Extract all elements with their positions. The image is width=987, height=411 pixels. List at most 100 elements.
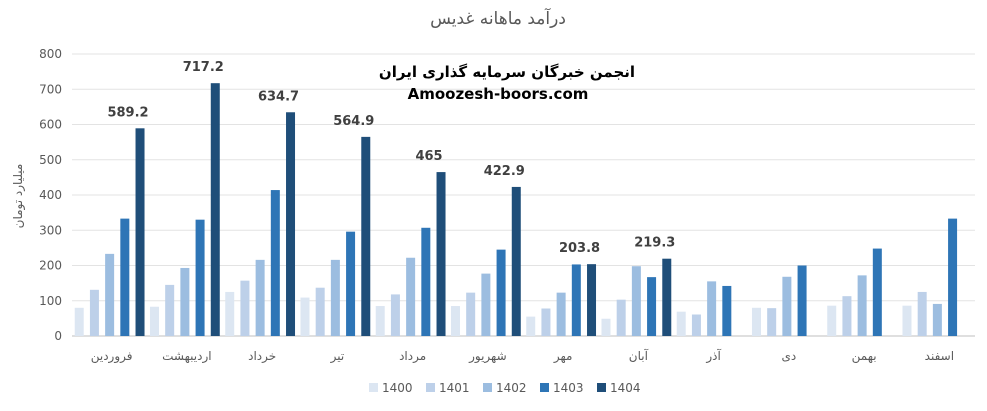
bar-1404 (511, 186, 521, 336)
bar-1400 (375, 306, 385, 336)
watermark-line-2: Amoozesh-boors.com (408, 85, 589, 103)
bar-1404 (662, 258, 672, 336)
bar-1404 (587, 264, 597, 336)
data-label: 422.9 (484, 164, 525, 179)
x-tick-label: مهر (553, 349, 573, 364)
legend-swatch-1400 (369, 383, 378, 392)
y-tick-label: 600 (39, 118, 62, 132)
bar-1404 (210, 83, 220, 336)
bars (74, 83, 958, 336)
legend-swatch-1404 (597, 383, 606, 392)
bar-1402 (105, 253, 115, 336)
bar-1401 (165, 284, 175, 336)
bar-1401 (842, 296, 852, 336)
bar-1402 (631, 266, 641, 336)
bar-1400 (450, 306, 460, 336)
bar-1403 (120, 218, 130, 336)
bar-1402 (255, 259, 265, 336)
data-label: 219.3 (634, 236, 675, 251)
bar-1404 (286, 112, 296, 336)
bar-1400 (751, 307, 761, 336)
y-tick-label: 700 (39, 82, 62, 96)
legend-swatch-1403 (540, 383, 549, 392)
y-axis-label: میلیارد تومان (11, 164, 26, 229)
x-tick-label: خرداد (248, 349, 276, 364)
bar-1401 (240, 280, 250, 336)
x-tick-label: آبان (629, 348, 649, 363)
y-tick-label: 300 (39, 223, 62, 237)
x-axis-labels: فروردین اردیبهشت خرداد تیر مرداد شهریور مهر آبا… (91, 348, 954, 364)
bar-1403 (872, 248, 882, 336)
bar-1403 (647, 277, 657, 336)
bar-1400 (827, 305, 837, 336)
legend-swatch-1402 (483, 383, 492, 392)
y-tick-label: 500 (39, 153, 62, 167)
data-label: 564.9 (333, 114, 374, 129)
bar-1403 (797, 265, 807, 336)
bar-1400 (225, 291, 235, 336)
x-tick-label: بهمن (852, 349, 877, 364)
x-tick-label: اسفند (925, 349, 954, 363)
data-labels: 589.2 717.2 634.7 564.9 465 422.9 203.8 219.3 (107, 60, 675, 256)
watermark-line-1: انجمن خبرگان سرمایه گذاری ایران (379, 63, 635, 81)
bar-1403 (346, 231, 356, 336)
bar-1402 (707, 281, 717, 336)
legend-label-1404: 1404 (610, 381, 641, 395)
x-tick-label: آذر (705, 348, 721, 364)
bar-1403 (571, 264, 581, 336)
x-tick-label: تیر (330, 349, 345, 364)
bar-1402 (330, 259, 340, 336)
bar-1404 (361, 136, 371, 336)
bar-1401 (541, 308, 551, 336)
chart-title: درآمد ماهانه غدیس (430, 7, 566, 29)
y-tick-label: 800 (39, 47, 62, 61)
bar-1401 (390, 294, 400, 336)
x-tick-label: فروردین (91, 349, 133, 364)
y-tick-label: 0 (54, 329, 62, 343)
x-tick-label: دی (782, 349, 797, 363)
bar-1402 (556, 292, 566, 336)
legend-label-1400: 1400 (382, 381, 413, 395)
bar-1401 (315, 287, 325, 336)
bar-1402 (481, 273, 491, 336)
x-tick-label: شهریور (468, 349, 507, 364)
bar-1400 (676, 311, 686, 336)
bar-1403 (496, 249, 506, 336)
y-axis-ticks: 0 100 200 300 400 500 600 700 800 (39, 47, 62, 343)
data-label: 589.2 (107, 105, 148, 120)
bar-1400 (601, 318, 611, 336)
y-tick-label: 400 (39, 188, 62, 202)
legend-label-1401: 1401 (439, 381, 470, 395)
bar-1403 (195, 219, 205, 336)
data-label: 717.2 (183, 60, 224, 75)
data-label: 465 (415, 149, 442, 164)
y-tick-label: 200 (39, 259, 62, 273)
bar-1400 (74, 307, 84, 336)
bar-1402 (406, 257, 416, 336)
data-label: 634.7 (258, 89, 299, 104)
bar-1400 (902, 305, 912, 336)
y-tick-label: 100 (39, 294, 62, 308)
x-tick-label: اردیبهشت (162, 349, 211, 364)
bar-1401 (616, 299, 626, 336)
x-tick-label: مرداد (399, 349, 426, 364)
bar-1401 (917, 291, 927, 336)
bar-1401 (691, 314, 701, 336)
bar-1403 (421, 227, 431, 336)
bar-1403 (948, 218, 958, 336)
gridlines (72, 53, 975, 337)
bar-1404 (135, 128, 145, 336)
legend-label-1403: 1403 (553, 381, 584, 395)
bar-1402 (180, 267, 190, 336)
bar-1403 (270, 190, 280, 336)
legend: 1400 1401 1402 1403 1404 (369, 381, 641, 395)
bar-1402 (782, 276, 792, 336)
bar-1402 (857, 275, 867, 336)
legend-label-1402: 1402 (496, 381, 527, 395)
bar-1402 (932, 303, 942, 336)
bar-1401 (767, 308, 777, 336)
legend-swatch-1401 (426, 383, 435, 392)
data-label: 203.8 (559, 241, 600, 256)
